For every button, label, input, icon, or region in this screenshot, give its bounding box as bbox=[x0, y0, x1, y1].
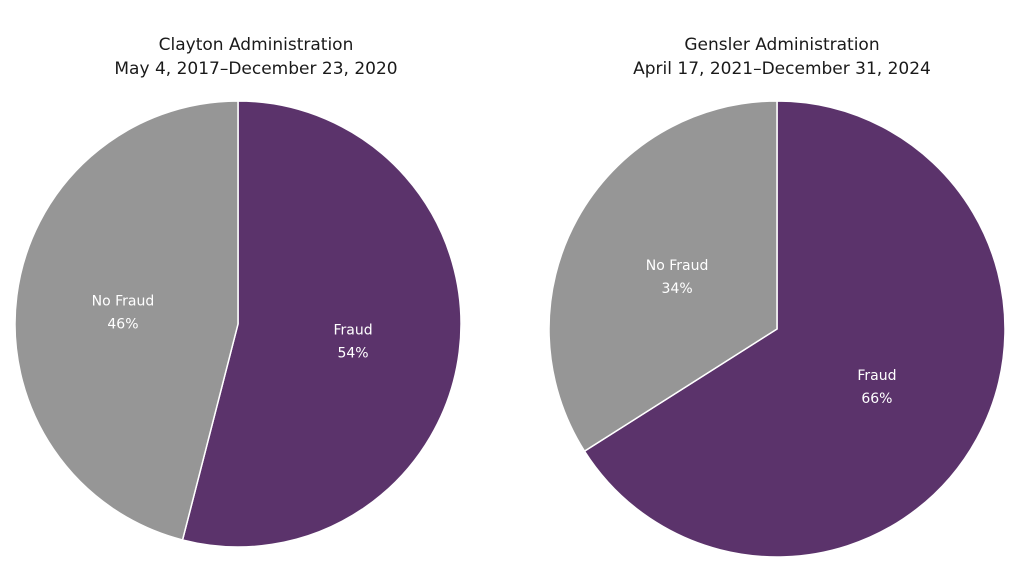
chart-title: Clayton Administration May 4, 2017–Decem… bbox=[16, 33, 496, 81]
slice-value-label: 54% bbox=[337, 346, 368, 362]
pie-svg: Fraud 66% No Fraud 34% bbox=[548, 100, 1006, 558]
slice-label: Fraud bbox=[333, 323, 372, 339]
pie-slice-no-fraud bbox=[548, 100, 778, 453]
pie-chart-gensler: Gensler Administration April 17, 2021–De… bbox=[540, 0, 1024, 568]
pie-slice-no-fraud bbox=[14, 100, 239, 541]
chart-title-main: Gensler Administration bbox=[684, 35, 880, 55]
chart-subtitle: April 17, 2021–December 31, 2024 bbox=[633, 59, 931, 79]
slice-value-label: 46% bbox=[107, 316, 138, 332]
slice-label: No Fraud bbox=[92, 293, 155, 309]
chart-subtitle: May 4, 2017–December 23, 2020 bbox=[114, 59, 398, 79]
slice-label: No Fraud bbox=[646, 258, 709, 274]
slice-label: Fraud bbox=[857, 368, 896, 384]
chart-title: Gensler Administration April 17, 2021–De… bbox=[540, 33, 1024, 81]
pie-slice-fraud bbox=[583, 100, 1006, 558]
slice-value-label: 34% bbox=[662, 281, 693, 297]
pie-slice-fraud bbox=[181, 100, 462, 548]
chart-title-main: Clayton Administration bbox=[158, 35, 354, 55]
pie-chart-clayton: Clayton Administration May 4, 2017–Decem… bbox=[0, 0, 480, 568]
slice-value-label: 66% bbox=[861, 391, 892, 407]
pie-svg: Fraud 54% No Fraud 46% bbox=[14, 100, 462, 548]
